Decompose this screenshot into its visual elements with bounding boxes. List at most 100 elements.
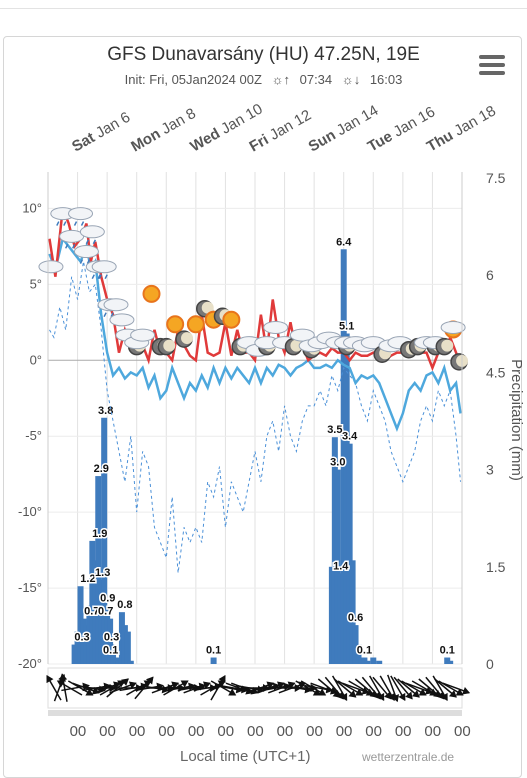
precip-label: 1.4 [333, 560, 349, 572]
cloud-icon [73, 245, 99, 259]
wind-arrow-icon [56, 680, 83, 696]
y-right-tick-label: 4.5 [486, 364, 506, 380]
y-left-tick-label: -5° [25, 428, 42, 443]
x-bottom-tick-label: 00 [306, 723, 323, 740]
rain-drop-icon [56, 221, 60, 226]
precip-bar [107, 618, 114, 664]
wind-arrow-icon [257, 681, 285, 694]
wind-arrow-icon [397, 678, 420, 698]
precip-bar [101, 417, 108, 664]
x-axis-title: Local time (UTC+1) [180, 748, 311, 765]
x-bottom-tick-label: 00 [99, 723, 116, 740]
hamburger-menu-icon[interactable] [479, 55, 505, 77]
wind-arrow-head [312, 688, 321, 696]
precip-bar [210, 657, 217, 664]
wind-arrow-head [387, 692, 395, 701]
wind-arrow-icon [210, 675, 226, 701]
wind-arrow-icon [46, 675, 62, 701]
precip-bar [124, 631, 131, 664]
wind-arrow-head [46, 675, 54, 684]
precip-label: 0.1 [206, 645, 221, 657]
rain-drop-icon [91, 274, 95, 280]
x-bottom-tick-label: 00 [454, 723, 471, 740]
wind-arrow-head [145, 676, 154, 685]
wind-arrow-icon [295, 680, 321, 696]
moon-icon [181, 332, 194, 345]
wind-arrow-head [462, 686, 471, 695]
x-bottom-tick-label: 00 [188, 723, 205, 740]
wind-arrow-icon [134, 676, 154, 700]
sun-icon [186, 315, 205, 334]
wind-arrow-head [59, 673, 68, 681]
cloud-icon [109, 313, 135, 327]
x-bottom-tick-label: 00 [217, 723, 234, 740]
y-right-tick-label: 0 [486, 656, 494, 672]
rain-drop-icon [85, 239, 90, 245]
precip-bar [364, 660, 371, 664]
precip-bar [376, 660, 383, 664]
rain-drop-icon [110, 312, 114, 318]
scrollbar-track [48, 710, 462, 716]
wind-arrow-head [405, 691, 413, 700]
precip-label: 3.4 [342, 431, 358, 443]
rain-drop-icon [86, 259, 91, 264]
precip-label: 0.7 [98, 606, 113, 618]
rain-drop-icon [80, 221, 85, 226]
browser-top-strip [0, 0, 527, 9]
x-bottom-tick-label: 00 [365, 723, 382, 740]
wind-arrow-icon [390, 675, 406, 701]
x-bottom-tick-label: 00 [277, 723, 294, 740]
wind-arrow-head [56, 680, 65, 688]
wind-arrow-icon [333, 678, 357, 698]
wind-arrow-head [287, 681, 296, 690]
y-right-tick-label: 6 [486, 267, 494, 283]
wind-arrow-head [228, 688, 237, 696]
credit-link[interactable]: wetterzentrale.de [362, 750, 455, 764]
y-left-tick-label: 5° [30, 276, 42, 291]
precip-bar [110, 644, 117, 664]
y-left-tick-label: 10° [22, 200, 42, 215]
wind-arrow-head [340, 692, 348, 701]
y-left-tick-label: -10° [18, 504, 42, 519]
rain-drop-icon [73, 221, 78, 226]
wind-arrow-head [218, 675, 226, 684]
y-right-tick-label: 7.5 [486, 170, 506, 186]
wind-arrow-head [377, 692, 385, 701]
wind-arrow-icon [438, 680, 464, 696]
wind-arrow-head [202, 681, 211, 690]
wind-arrow-head [448, 690, 457, 698]
wind-arrow-icon [434, 678, 457, 698]
cloud-icon [68, 207, 94, 221]
rain-drop-icon [92, 239, 97, 245]
chart-title: GFS Dunavarsány (HU) 47.25N, 19E [107, 44, 420, 65]
cloud-icon [130, 328, 156, 342]
rain-drop-icon [97, 274, 101, 280]
wind-arrow-head [348, 690, 357, 698]
precip-label: 1.3 [95, 567, 110, 579]
precip-bar [447, 660, 454, 664]
wind-arrow-head [180, 680, 189, 688]
y-right-tick-label: 3 [486, 462, 494, 478]
precip-label: 0.1 [357, 645, 372, 657]
precip-bar [370, 657, 377, 664]
cloud-icon [38, 260, 64, 274]
wind-arrow-icon [379, 675, 395, 701]
precip-label: 2.9 [94, 463, 109, 475]
rain-drop-icon [104, 274, 108, 280]
precip-label: 0.6 [348, 612, 363, 624]
x-top-tick-label: Sat Jan 6 [69, 109, 133, 156]
x-bottom-tick-label: 00 [70, 723, 87, 740]
precip-label: 6.4 [336, 236, 352, 248]
sun-icon [222, 310, 241, 329]
precip-label: 1.9 [92, 528, 107, 540]
wind-arrow-head [418, 688, 427, 696]
wind-arrow-icon [393, 676, 413, 700]
precip-bar [346, 443, 353, 664]
rain-drop-icon [63, 221, 67, 226]
precip-label: 0.3 [74, 632, 89, 644]
y-right-axis-label: Precipitation (mm) [508, 359, 525, 481]
moon-icon [441, 339, 454, 352]
x-bottom-tick-label: 00 [129, 723, 146, 740]
precip-label: 3.0 [330, 457, 345, 469]
